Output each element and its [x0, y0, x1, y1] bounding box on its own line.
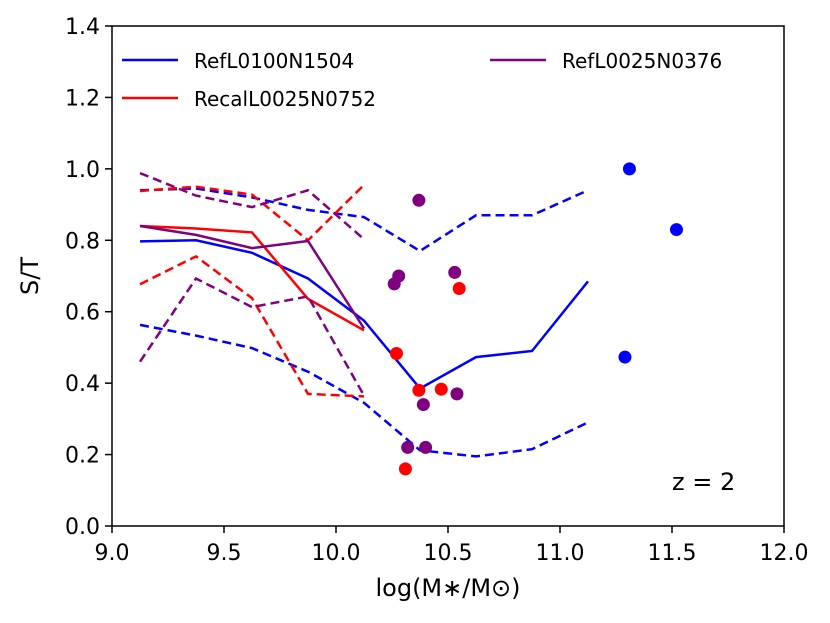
point-refl0100n1504 — [669, 223, 683, 237]
series-recall0025n0752-upper-dashed — [139, 184, 365, 242]
point-recall0025n0752 — [452, 282, 466, 295]
point-refl0025n0376 — [416, 398, 430, 412]
x-tick-label: 10.0 — [312, 541, 361, 566]
series-refl0100n1504-upper-dashed — [139, 187, 589, 253]
y-tick-label: 0.6 — [65, 301, 100, 326]
legend-label-recall0025n0752: RecalL0025N0752 — [194, 87, 376, 111]
x-tick-label: 12.0 — [760, 541, 809, 566]
point-recall0025n0752 — [398, 462, 412, 476]
point-refl0025n0376 — [450, 387, 464, 401]
y-tick-label: 0.0 — [65, 515, 100, 540]
point-recall0025n0752 — [412, 383, 426, 397]
point-refl0025n0376 — [401, 440, 415, 454]
point-refl0025n0376 — [387, 277, 401, 291]
plot-layer — [138, 162, 683, 476]
x-tick-label: 10.5 — [424, 541, 473, 566]
point-refl0100n1504 — [618, 350, 632, 364]
point-refl0025n0376 — [412, 193, 426, 207]
point-refl0025n0376 — [419, 440, 433, 454]
y-tick-label: 1.4 — [65, 15, 100, 40]
series-refl0025n0376-median-line — [139, 224, 366, 330]
point-refl0025n0376 — [448, 265, 462, 279]
series-refl0025n0376-upper-dashed — [139, 171, 365, 241]
point-recall0025n0752 — [389, 347, 403, 360]
x-tick-label: 11.0 — [536, 541, 585, 566]
series-refl0100n1504-median-line — [139, 239, 589, 391]
x-tick-label: 11.5 — [648, 541, 697, 566]
legend: RefL0100N1504 RecalL0025N0752 RefL0025N0… — [122, 49, 722, 111]
point-refl0100n1504 — [622, 162, 636, 176]
series-recall0025n0752-median-line — [139, 224, 365, 332]
axes-layer: 9.0 9.5 10.0 10.5 11.0 11.5 12.0 0.0 0.2 0.4 0.6 0.… — [65, 15, 808, 566]
y-tick-label: 1.0 — [65, 158, 100, 183]
series-recall0025n0752-lower-dashed — [139, 254, 365, 398]
x-tick-label: 9.0 — [95, 541, 130, 566]
series-refl0025n0376-lower-dashed — [138, 276, 366, 397]
series-refl0100n1504-lower-dashed — [139, 323, 589, 458]
y-axis-label: S/T — [16, 257, 44, 295]
point-recall0025n0752 — [434, 382, 448, 396]
y-tick-label: 1.2 — [65, 86, 100, 111]
redshift-annotation: z = 2 — [672, 468, 735, 496]
legend-label-refl0025n0376: RefL0025N0376 — [562, 49, 722, 73]
y-tick-label: 0.4 — [65, 372, 100, 397]
x-tick-label: 9.5 — [207, 541, 242, 566]
y-tick-label: 0.2 — [65, 444, 100, 469]
legend-label-refl0100n1504: RefL0100N1504 — [194, 49, 354, 73]
y-tick-label: 0.8 — [65, 229, 100, 254]
x-axis-label: log(M∗/M⊙) — [375, 574, 520, 602]
